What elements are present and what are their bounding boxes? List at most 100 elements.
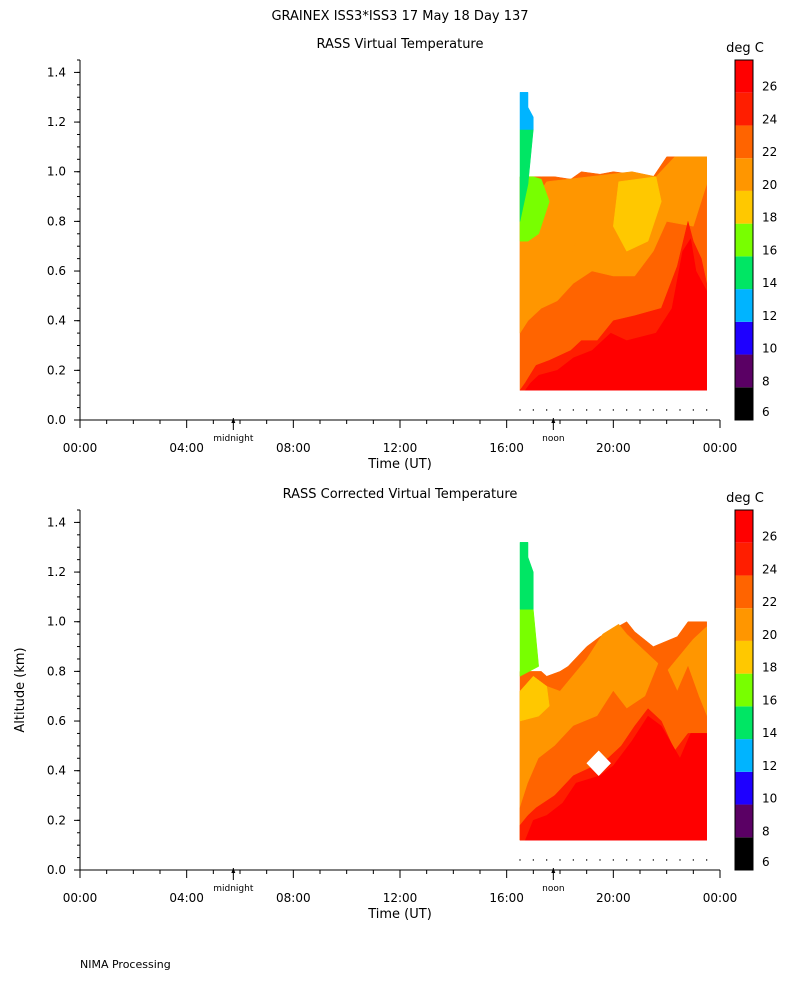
colorbar-tick-label: 12	[762, 759, 777, 773]
colorbar-swatch	[735, 542, 753, 576]
obs-dot	[545, 859, 548, 861]
obs-dot	[679, 859, 681, 861]
x-tick-label: 00:00	[63, 441, 98, 455]
colorbar-tick-label: 18	[762, 661, 777, 675]
colorbar-tick-label: 6	[762, 855, 770, 869]
colorbar-swatch	[735, 608, 753, 641]
colorbar-tick-label: 24	[762, 562, 777, 576]
colorbar-frame	[734, 509, 754, 871]
colorbar-tick-label: 10	[762, 792, 777, 806]
obs-dot	[585, 859, 588, 861]
colorbar-swatch	[735, 510, 753, 543]
x-axis-label: Time (UT)	[367, 457, 432, 472]
chart-title: RASS Virtual Temperature	[317, 37, 484, 52]
colorbar-tick-label: 8	[762, 824, 770, 838]
contour-region	[524, 715, 707, 841]
obs-dot	[705, 859, 708, 861]
marker-arrow	[551, 418, 556, 423]
y-tick-label: 1.2	[47, 565, 66, 579]
colorbar-tick-label: 16	[762, 693, 777, 707]
y-tick-label: 1.4	[47, 515, 66, 529]
colorbar-tick-label: 16	[762, 243, 777, 257]
marker-arrow	[231, 868, 236, 873]
x-tick-label: 04:00	[169, 441, 204, 455]
obs-dot	[559, 859, 561, 861]
panel-rass-corrected-virtual-temperature: RASS Corrected Virtual Temperature 0.0 0.2…	[13, 487, 777, 922]
x-tick-label: 08:00	[276, 891, 311, 905]
x-tick-label: 00:00	[703, 441, 738, 455]
obs-dot	[679, 409, 681, 411]
contour-region	[519, 176, 550, 242]
colorbar-swatch	[735, 771, 753, 805]
x-tick-label: 12:00	[383, 891, 418, 905]
colorbar-tick-label: 6	[762, 405, 770, 419]
contour-region	[524, 238, 707, 391]
obs-dot	[599, 409, 601, 411]
obs-dot	[665, 409, 668, 411]
marker-label: midnight	[213, 884, 254, 894]
obs-dot	[652, 859, 655, 861]
colorbar-tick-label: 22	[762, 145, 777, 159]
colorbar-swatch	[735, 256, 753, 290]
obs-dot	[612, 409, 615, 411]
colorbar-swatch	[735, 223, 753, 257]
x-tick-label: 20:00	[596, 891, 631, 905]
contour-region	[519, 675, 550, 722]
colorbar-tick-label: 20	[762, 178, 777, 192]
obs-dot	[545, 409, 548, 411]
contour-region	[613, 176, 662, 252]
y-tick-label: 1.0	[47, 165, 66, 179]
y-tick-label: 0.2	[47, 813, 66, 827]
x-tick-label: 12:00	[383, 441, 418, 455]
figure-title: GRAINEX ISS3*ISS3 17 May 18 Day 137	[271, 9, 528, 24]
contour-region	[519, 92, 534, 130]
colorbar-swatch	[735, 837, 753, 870]
marker-arrow	[551, 868, 556, 873]
marker-label: midnight	[213, 434, 254, 444]
marker-label: noon	[542, 884, 564, 894]
obs-dot	[572, 409, 575, 411]
colorbar-swatch	[735, 640, 753, 674]
y-tick-label: 0.2	[47, 363, 66, 377]
contour-region	[519, 609, 539, 677]
colorbar-tick-label: 26	[762, 80, 777, 94]
y-tick-label: 0.0	[47, 413, 66, 427]
colorbar-swatch	[735, 125, 753, 159]
y-axis-label: Altitude (km)	[13, 647, 28, 732]
colorbar-swatch	[735, 354, 753, 388]
colorbar-tick-label: 14	[762, 726, 777, 740]
colorbar-swatch	[735, 158, 753, 191]
marker-label: noon	[542, 434, 564, 444]
y-tick-label: 0.4	[47, 314, 66, 328]
obs-dot	[532, 409, 535, 411]
y-tick-label: 1.2	[47, 115, 66, 129]
colorbar-frame	[734, 59, 754, 421]
colorbar-swatch	[735, 673, 753, 707]
colorbar-tick-label: 24	[762, 112, 777, 126]
colorbar-tick-label: 26	[762, 530, 777, 544]
obs-dot	[585, 409, 588, 411]
colorbar-tick-label: 10	[762, 342, 777, 356]
colorbar-unit: deg C	[726, 41, 764, 56]
colorbar-swatch	[735, 804, 753, 838]
colorbar-tick-label: 14	[762, 276, 777, 290]
colorbar-swatch	[735, 575, 753, 609]
x-axis-label: Time (UT)	[367, 907, 432, 922]
colorbar-swatch	[735, 739, 753, 772]
x-tick-label: 00:00	[63, 891, 98, 905]
obs-dot	[625, 859, 628, 861]
colorbar-swatch	[735, 92, 753, 126]
data-gap	[586, 750, 612, 777]
marker-arrow	[231, 418, 236, 423]
y-tick-label: 1.0	[47, 615, 66, 629]
x-tick-label: 00:00	[703, 891, 738, 905]
y-tick-label: 0.6	[47, 714, 66, 728]
colorbar-tick-label: 12	[762, 309, 777, 323]
x-tick-label: 20:00	[596, 441, 631, 455]
y-tick-label: 0.6	[47, 264, 66, 278]
colorbar-tick-label: 8	[762, 374, 770, 388]
x-tick-label: 16:00	[489, 441, 524, 455]
x-tick-label: 16:00	[489, 891, 524, 905]
obs-dot	[692, 409, 695, 411]
